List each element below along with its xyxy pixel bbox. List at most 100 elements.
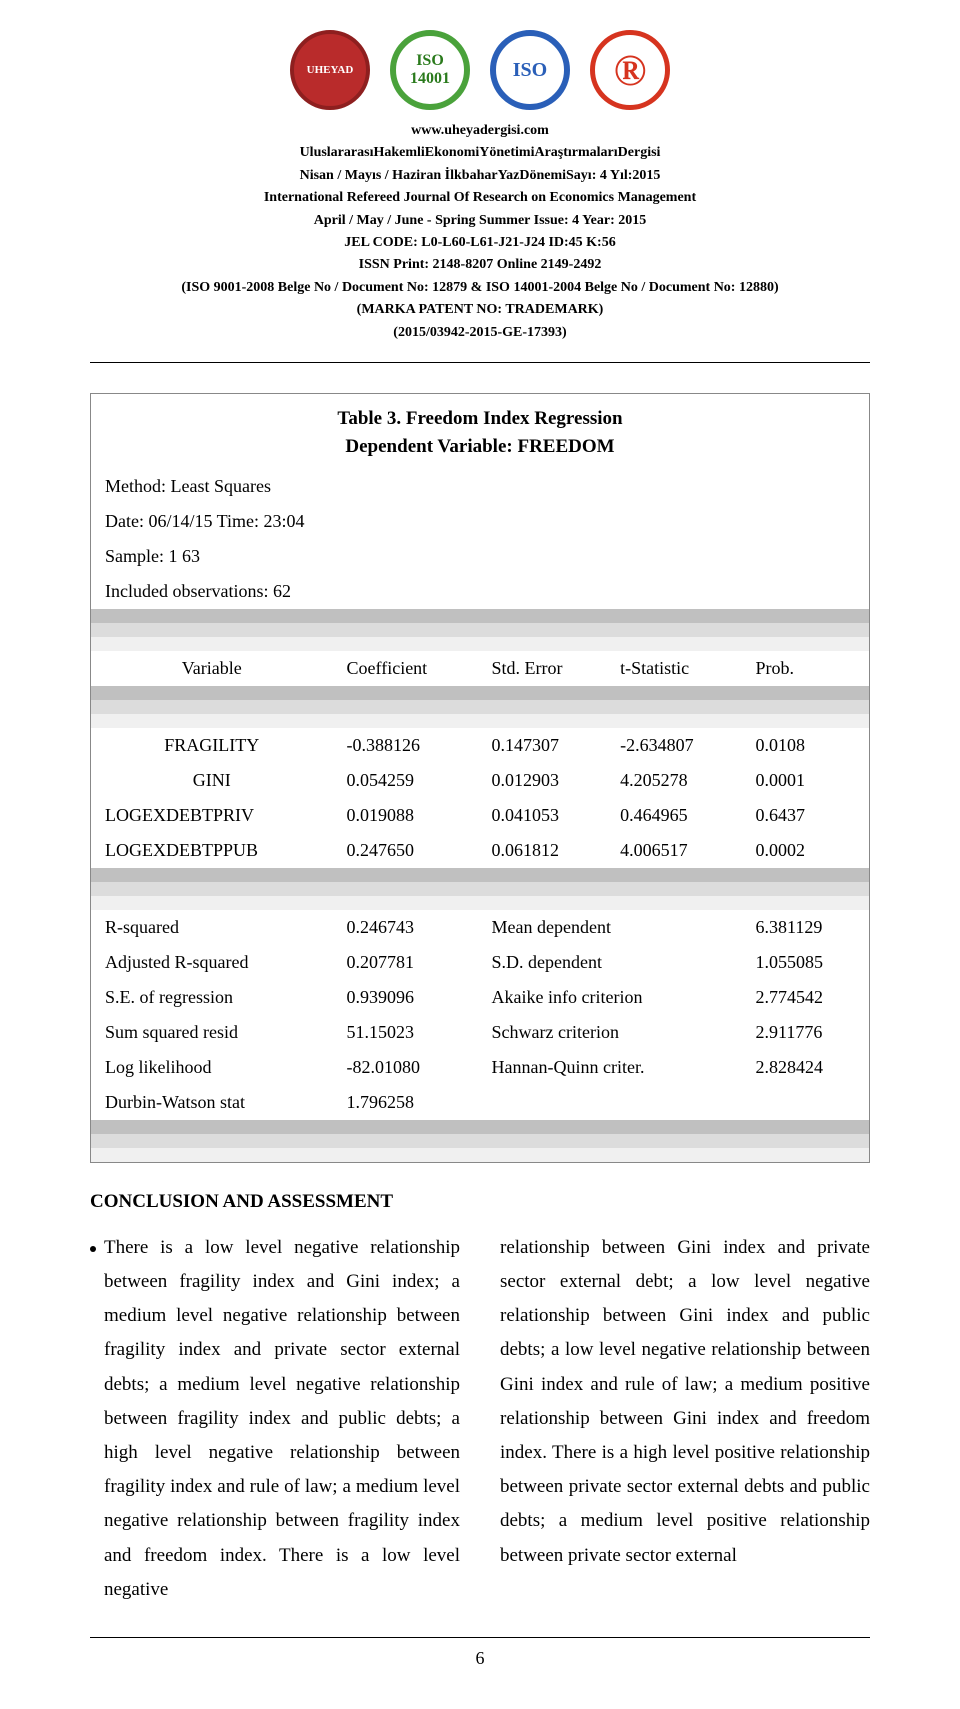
header-url: www.uheyadergisi.com <box>90 120 870 142</box>
body-text: relationship between Gini index and priv… <box>500 1231 870 1573</box>
table-band <box>91 700 869 714</box>
cell: 4.205278 <box>606 763 741 798</box>
col-header: Variable <box>91 651 333 686</box>
var-name: GINI <box>91 763 333 798</box>
table-band <box>91 1120 869 1134</box>
cell: 0.6437 <box>742 798 869 833</box>
table-row: Sample: 1 63 <box>91 539 869 574</box>
divider <box>90 1637 870 1638</box>
header-line: (MARKA PATENT NO: TRADEMARK) <box>90 299 870 321</box>
table-meta: Method: Least Squares <box>91 469 478 504</box>
table-title-line1: Table 3. Freedom Index Regression <box>337 408 622 429</box>
logo-row: UHEYAD ISO 14001 ISO ® <box>90 30 870 110</box>
table-row: Method: Least Squares <box>91 469 869 504</box>
col-header: Coefficient <box>333 651 478 686</box>
section-heading: CONCLUSION AND ASSESSMENT <box>90 1191 870 1213</box>
logo-label: ISO <box>513 59 547 82</box>
table-band <box>91 1134 869 1148</box>
table-row: Durbin-Watson stat1.796258 <box>91 1085 869 1120</box>
logo-iso: ISO <box>490 30 570 110</box>
stat-label: Sum squared resid <box>91 1015 333 1050</box>
var-name: FRAGILITY <box>91 728 333 763</box>
table-row: LOGEXDEBTPPUB0.2476500.0618124.0065170.0… <box>91 833 869 868</box>
cell: 0.0002 <box>742 833 869 868</box>
table-row: Log likelihood-82.01080Hannan-Quinn crit… <box>91 1050 869 1085</box>
table-title-line2: Dependent Variable: FREEDOM <box>345 436 614 457</box>
stat-label: Hannan-Quinn criter. <box>478 1050 742 1085</box>
table-band <box>91 882 869 896</box>
cell: 2.774542 <box>742 980 869 1015</box>
cell: 0.041053 <box>478 798 607 833</box>
header-line: International Refereed Journal Of Resear… <box>90 187 870 209</box>
cell: 0.207781 <box>333 945 478 980</box>
table-band <box>91 609 869 623</box>
cell: 0.147307 <box>478 728 607 763</box>
stat-label: Akaike info criterion <box>478 980 742 1015</box>
var-name: LOGEXDEBTPRIV <box>91 798 333 833</box>
table-band <box>91 623 869 637</box>
cell: 0.019088 <box>333 798 478 833</box>
table-band <box>91 686 869 700</box>
journal-header: www.uheyadergisi.com UluslararasıHakemli… <box>90 120 870 344</box>
cell <box>742 1085 869 1120</box>
header-line: ISSN Print: 2148-8207 Online 2149-2492 <box>90 254 870 276</box>
divider <box>90 362 870 363</box>
cell: 0.0001 <box>742 763 869 798</box>
cell: -2.634807 <box>606 728 741 763</box>
table-band <box>91 1148 869 1162</box>
logo-uheyad: UHEYAD <box>290 30 370 110</box>
cell: 0.247650 <box>333 833 478 868</box>
cell: 0.054259 <box>333 763 478 798</box>
cell: 4.006517 <box>606 833 741 868</box>
stat-label: R-squared <box>91 910 333 945</box>
stat-label <box>478 1085 742 1120</box>
logo-label: UHEYAD <box>307 64 354 76</box>
logo-label: 14001 <box>410 70 450 88</box>
table-band <box>91 637 869 651</box>
col-header: Prob. <box>742 651 869 686</box>
cell: 0.061812 <box>478 833 607 868</box>
table-meta: Date: 06/14/15 Time: 23:04 <box>91 504 478 539</box>
logo-trademark: ® <box>590 30 670 110</box>
var-name: LOGEXDEBTPPUB <box>91 833 333 868</box>
body-column-right: relationship between Gini index and priv… <box>500 1231 870 1607</box>
table-row: FRAGILITY-0.3881260.147307-2.6348070.010… <box>91 728 869 763</box>
cell: 51.15023 <box>333 1015 478 1050</box>
table-band <box>91 896 869 910</box>
table-meta: Sample: 1 63 <box>91 539 478 574</box>
cell: -0.388126 <box>333 728 478 763</box>
col-header: t-Statistic <box>606 651 741 686</box>
table-band <box>91 714 869 728</box>
body-columns: There is a low level negative relationsh… <box>90 1231 870 1607</box>
table-row: LOGEXDEBTPRIV0.0190880.0410530.4649650.6… <box>91 798 869 833</box>
body-text: There is a low level negative relationsh… <box>104 1231 460 1607</box>
col-header: Std. Error <box>478 651 607 686</box>
table-row: GINI0.0542590.0129034.2052780.0001 <box>91 763 869 798</box>
stat-label: S.D. dependent <box>478 945 742 980</box>
cell: 6.381129 <box>742 910 869 945</box>
logo-iso14001: ISO 14001 <box>390 30 470 110</box>
table-row: Sum squared resid51.15023Schwarz criteri… <box>91 1015 869 1050</box>
table-meta: Included observations: 62 <box>91 574 478 609</box>
table-row: S.E. of regression0.939096Akaike info cr… <box>91 980 869 1015</box>
regression-table-container: Table 3. Freedom Index Regression Depend… <box>90 393 870 1163</box>
header-line: Nisan / Mayıs / Haziran İlkbaharYazDönem… <box>90 165 870 187</box>
stat-label: Durbin-Watson stat <box>91 1085 333 1120</box>
table-row: Included observations: 62 <box>91 574 869 609</box>
body-column-left: There is a low level negative relationsh… <box>90 1231 460 1607</box>
table-band <box>91 868 869 882</box>
cell: 0.012903 <box>478 763 607 798</box>
table-row: Date: 06/14/15 Time: 23:04 <box>91 504 869 539</box>
table-row: Adjusted R-squared0.207781S.D. dependent… <box>91 945 869 980</box>
cell: 0.464965 <box>606 798 741 833</box>
bullet-icon <box>90 1246 96 1252</box>
cell: 1.796258 <box>333 1085 478 1120</box>
table-row: R-squared0.246743Mean dependent6.381129 <box>91 910 869 945</box>
table-header-row: Variable Coefficient Std. Error t-Statis… <box>91 651 869 686</box>
stat-label: Adjusted R-squared <box>91 945 333 980</box>
cell: 2.911776 <box>742 1015 869 1050</box>
cell: 1.055085 <box>742 945 869 980</box>
cell: 0.246743 <box>333 910 478 945</box>
stat-label: Log likelihood <box>91 1050 333 1085</box>
header-line: April / May / June - Spring Summer Issue… <box>90 210 870 232</box>
